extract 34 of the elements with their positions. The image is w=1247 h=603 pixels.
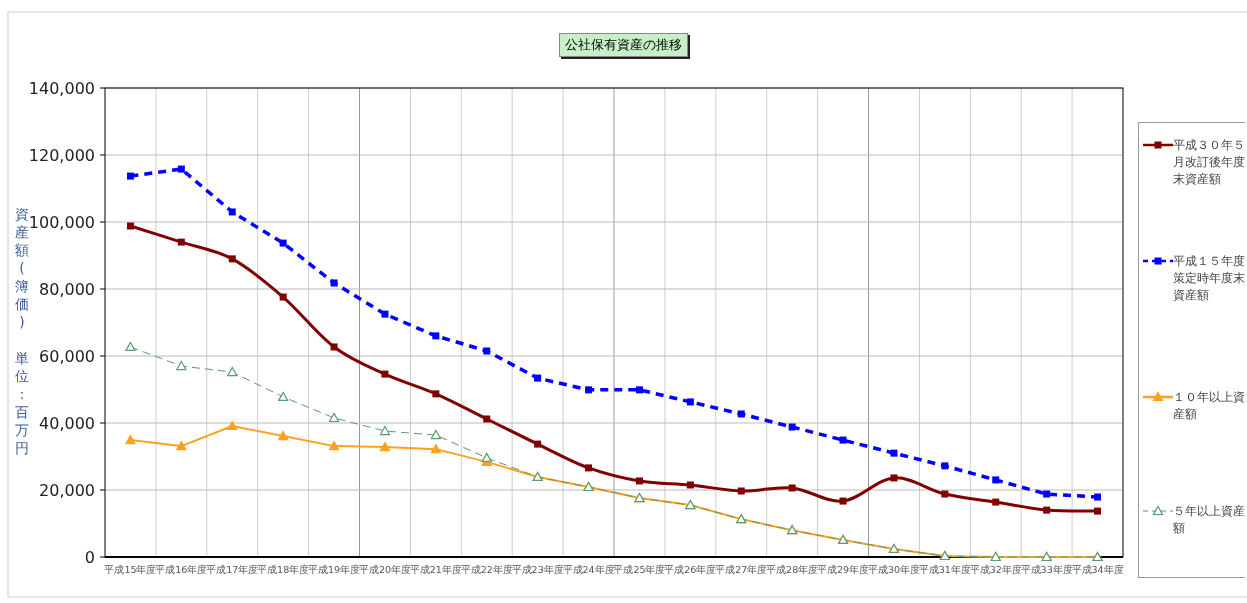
x-tick-label: 平成17年度	[206, 564, 259, 575]
legend-label: １０年以上資産額	[1173, 389, 1245, 423]
x-tick-label: 平成23年度	[511, 564, 564, 575]
y-tick-label: 20,000	[39, 481, 95, 500]
x-tick-label: 平成28年度	[766, 564, 819, 575]
y-tick-label: 40,000	[39, 414, 95, 433]
x-tick-label: 平成22年度	[460, 564, 513, 575]
x-tick-label: 平成15年度	[104, 564, 157, 575]
y-tick-label: 80,000	[39, 280, 95, 299]
y-tick-label: 120,000	[28, 146, 95, 165]
y-tick-label: 140,000	[28, 79, 95, 98]
x-tick-label: 平成16年度	[155, 564, 208, 575]
x-tick-label: 平成29年度	[817, 564, 870, 575]
x-tick-label: 平成33年度	[1020, 564, 1073, 575]
y-tick-label: 60,000	[39, 347, 95, 366]
x-tick-label: 平成24年度	[562, 564, 615, 575]
x-tick-label: 平成18年度	[257, 564, 310, 575]
x-tick-label: 平成32年度	[969, 564, 1022, 575]
x-tick-label: 平成31年度	[918, 564, 971, 575]
legend-label: 平成１５年度策定時年度末資産額	[1173, 253, 1245, 304]
x-tick-label: 平成21年度	[409, 564, 462, 575]
text: 資産額(簿価) 単位：百万円	[15, 206, 29, 456]
legend-label: 平成３０年５月改訂後年度末資産額	[1173, 137, 1245, 188]
x-tick-label: 平成34年度	[1071, 564, 1124, 575]
x-tick-label: 平成19年度	[308, 564, 361, 575]
x-tick-label: 平成27年度	[715, 564, 768, 575]
x-tick-label: 平成25年度	[613, 564, 666, 575]
legend-label: ５年以上資産額	[1173, 503, 1245, 537]
x-tick-label: 平成26年度	[664, 564, 717, 575]
y-tick-label: 0	[84, 548, 95, 567]
x-tick-label: 平成20年度	[358, 564, 411, 575]
x-tick-label: 平成30年度	[867, 564, 920, 575]
chart-title: 公社保有資産の推移	[559, 33, 688, 57]
y-tick-label: 100,000	[28, 213, 95, 232]
